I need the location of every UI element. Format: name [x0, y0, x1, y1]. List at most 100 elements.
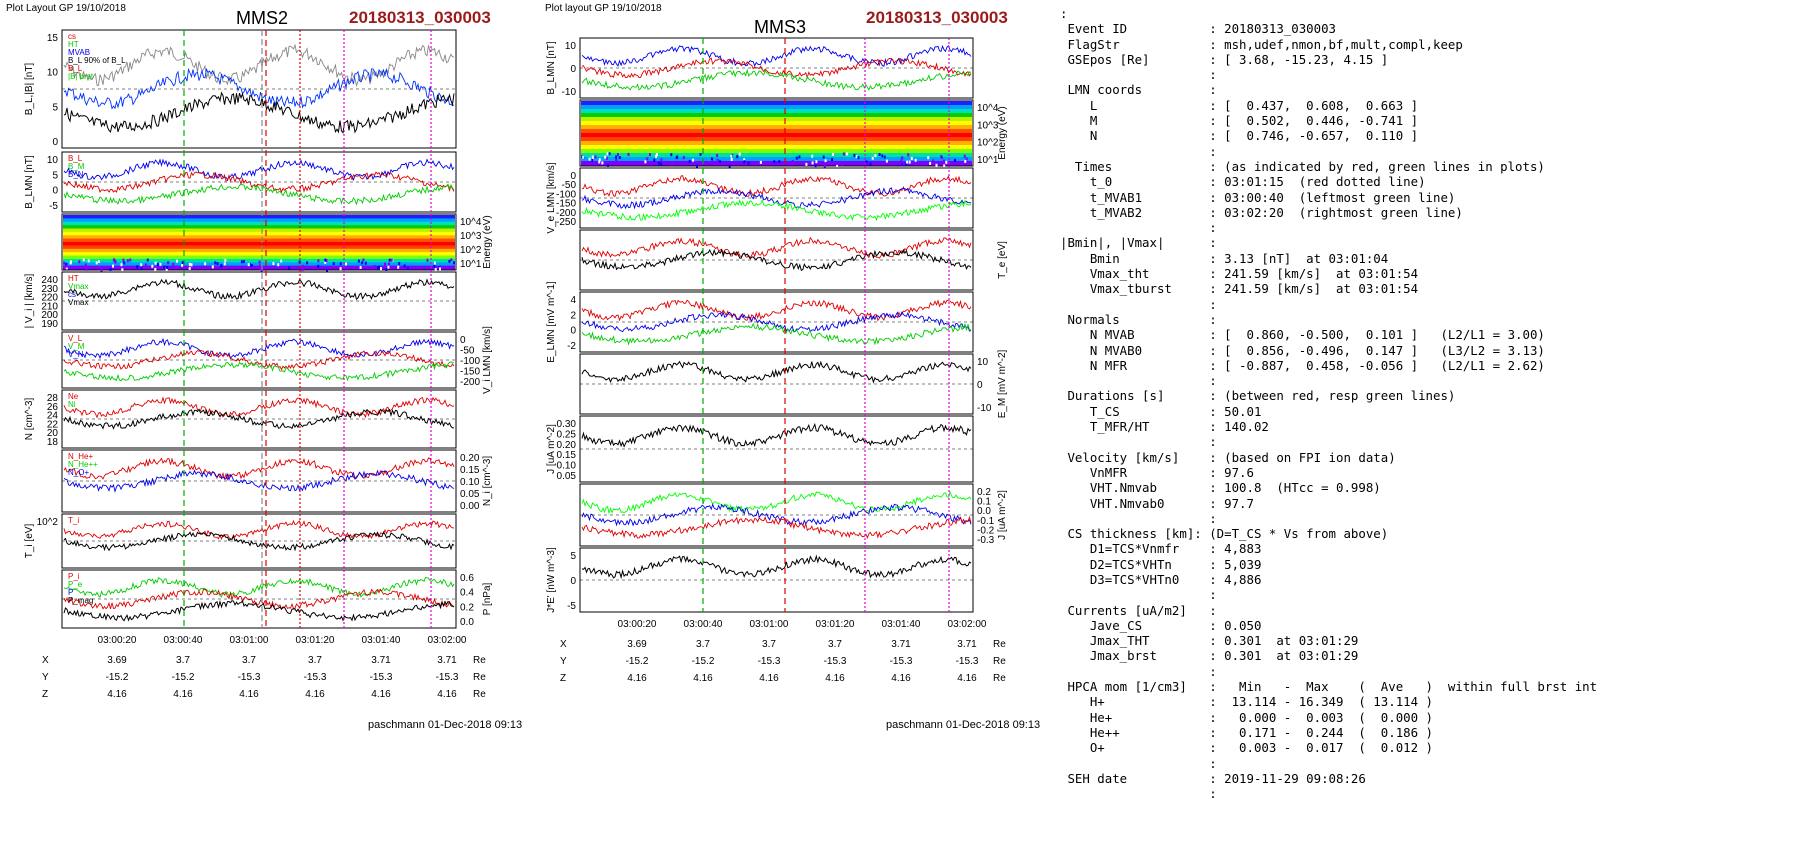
spectrogram-band [581, 157, 972, 162]
legend-entry: Ne [68, 392, 79, 401]
legend-entry: cs [68, 32, 76, 41]
y-axis-label: B_LMN [nT] [24, 155, 35, 209]
spectrogram-band [581, 137, 972, 142]
summary-line: GSEpos [Re] : [ 3.68, -15.23, 4.15 ] [1060, 51, 1389, 67]
spectrogram-speckle [97, 260, 100, 263]
y-tick-label: 0.00 [460, 501, 480, 512]
summary-line: He++ : 0.171 - 0.244 ( 0.186 ) [1060, 724, 1433, 740]
series-line [581, 175, 972, 198]
x-tick-label: 03:00:20 [618, 619, 657, 630]
coord-value: 4.16 [239, 689, 259, 700]
y-tick-label: 10^2 [977, 138, 999, 149]
spectrogram-speckle [324, 260, 327, 264]
mid-event-id: 20180313_030003 [866, 8, 1008, 27]
legend-entry: MVAB [68, 48, 90, 57]
spectrogram-speckle [617, 153, 619, 157]
spectrogram-speckle [846, 162, 849, 166]
spectrogram-speckle [901, 156, 904, 160]
summary-line: Times : (as indicated by red, green line… [1060, 158, 1545, 174]
coord-value: -15.3 [370, 672, 393, 683]
spectrogram-speckle [243, 260, 245, 264]
spectrogram-speckle [165, 268, 168, 272]
spectrogram-speckle [204, 262, 207, 266]
spectrogram-speckle [883, 155, 886, 159]
spectrogram-speckle [616, 160, 619, 164]
spectrogram-speckle [385, 268, 388, 271]
y-tick-label: 220 [41, 293, 58, 304]
spectrogram-speckle [582, 155, 585, 159]
spectrogram-speckle [737, 162, 739, 165]
y-tick-label: 0.2 [460, 602, 474, 613]
spectrogram-speckle [63, 261, 66, 265]
y-tick-label: 24 [47, 411, 59, 422]
y-tick-label: 0.20 [557, 440, 577, 451]
coord-value: -15.3 [436, 672, 459, 683]
y-tick-label: 0 [52, 186, 58, 197]
coord-value: 3.69 [107, 655, 127, 666]
y-tick-label: 10^4 [977, 103, 999, 114]
spectrogram-band [581, 109, 972, 114]
spectrogram-speckle [65, 262, 68, 266]
coord-value: -15.3 [890, 656, 913, 667]
spectrogram-speckle [384, 262, 386, 266]
y-tick-label: 0 [52, 137, 58, 148]
series-line [63, 599, 455, 622]
spectrogram-speckle [606, 156, 608, 160]
summary-line: : [1060, 434, 1217, 450]
coord-unit: Re [473, 689, 486, 700]
spectrogram-speckle [598, 160, 601, 164]
spectrogram-speckle [181, 263, 184, 267]
coord-value: 3.71 [371, 655, 391, 666]
spectrogram-band [63, 225, 455, 229]
y-tick-label: 2 [570, 310, 576, 321]
series-line [581, 322, 972, 346]
spectrogram-speckle [730, 158, 733, 161]
spectrogram-speckle [114, 260, 117, 264]
panel-frame [579, 229, 974, 291]
y-axis-label: B_LMN [nT] [546, 41, 557, 95]
legend-entry: HT [68, 40, 79, 49]
y-tick-label: 10^3 [977, 120, 999, 131]
coord-axis-label: Y [42, 672, 49, 683]
y-tick-label: 18 [47, 437, 59, 448]
y-axis-label: N_i [cm^-3] [482, 456, 493, 506]
summary-line: L : [ 0.437, 0.608, 0.663 ] [1060, 97, 1419, 113]
spectrogram-speckle [618, 156, 621, 159]
summary-line: SEH date : 2019-11-29 09:08:26 [1060, 770, 1366, 786]
summary-line: FlagStr : msh,udef,nmon,bf,mult,compl,ke… [1060, 36, 1463, 52]
spectrogram-band [581, 105, 972, 110]
y-tick-label: 15 [47, 33, 59, 44]
y-tick-label: 5 [52, 170, 58, 181]
spectrogram-band [63, 262, 455, 267]
spectrogram-speckle [317, 264, 320, 268]
y-tick-label: 0 [460, 335, 466, 346]
spectrogram-speckle [375, 266, 377, 270]
y-tick-label: -5 [567, 601, 576, 612]
spectrogram-speckle [815, 160, 818, 164]
summary-line: : [1060, 373, 1217, 389]
spectrogram-speckle [359, 266, 362, 269]
spectrogram-speckle [287, 266, 290, 270]
spectrogram-speckle [159, 262, 162, 266]
spectrogram-speckle [216, 262, 219, 265]
y-tick-label: 10 [977, 357, 989, 368]
x-tick-label: 03:01:20 [296, 635, 335, 646]
spectrogram-speckle [675, 156, 678, 159]
spectrogram-band [63, 231, 455, 236]
series-line [581, 236, 972, 259]
series-line [63, 158, 455, 181]
y-tick-label: 0.2 [977, 487, 991, 498]
y-tick-label: 10^2 [37, 517, 59, 528]
spectrogram-speckle [823, 164, 826, 168]
spectrogram-speckle [831, 158, 834, 161]
summary-line: : [1060, 220, 1217, 236]
legend-entry: B_N [68, 170, 84, 179]
spectrogram-speckle [151, 264, 154, 268]
spectrogram-speckle [716, 159, 719, 162]
spectrogram-speckle [317, 259, 320, 263]
legend-entry: Vmax [68, 282, 88, 291]
summary-line: Vmax_tburst : 241.59 [km/s] at 03:01:54 [1060, 281, 1419, 297]
spectrogram-speckle [871, 156, 874, 160]
spectrogram-speckle [646, 157, 649, 161]
spectrogram-speckle [881, 154, 884, 158]
